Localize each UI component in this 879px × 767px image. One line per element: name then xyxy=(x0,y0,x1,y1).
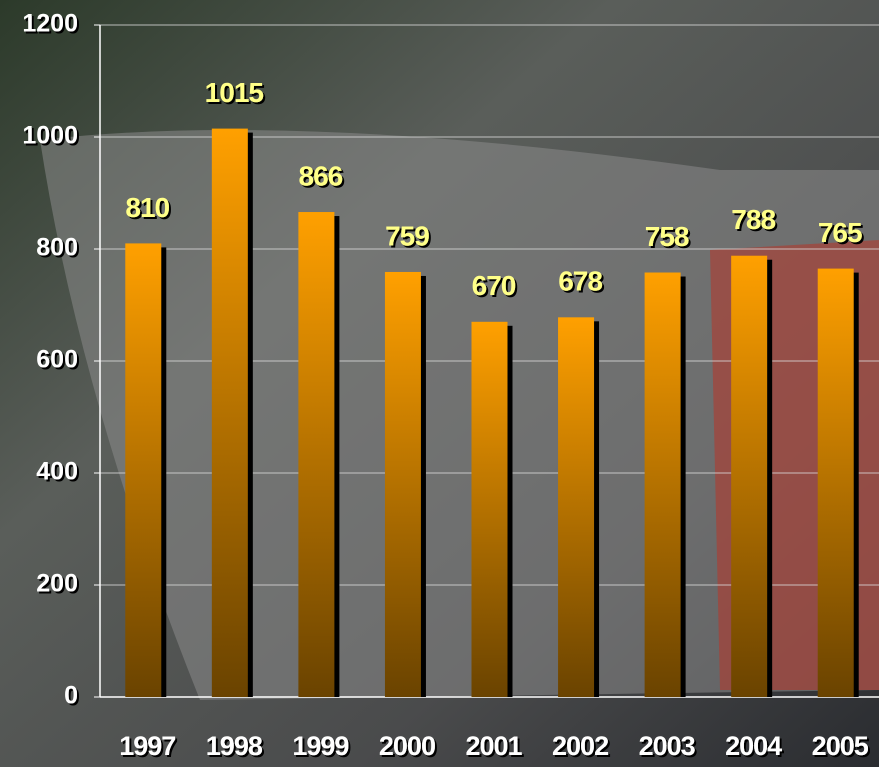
value-label: 678 xyxy=(558,266,602,297)
value-label: 866 xyxy=(299,160,343,191)
x-tick-label: 2003 xyxy=(639,731,696,761)
x-tick-label: 1998 xyxy=(206,731,263,761)
value-label: 758 xyxy=(645,221,689,252)
bar xyxy=(125,243,162,697)
x-tick-label: 2004 xyxy=(725,731,782,761)
y-tick-label: 1200 xyxy=(22,10,78,38)
x-tick-label: 2005 xyxy=(812,731,869,761)
bar xyxy=(558,317,595,697)
bar xyxy=(731,255,768,697)
x-tick-label: 2001 xyxy=(465,731,522,761)
y-tick-label: 800 xyxy=(36,234,78,262)
y-tick-label: 0 xyxy=(64,682,78,710)
bar xyxy=(211,128,248,698)
y-tick-label: 600 xyxy=(36,346,78,374)
value-label: 670 xyxy=(472,270,516,301)
y-tick-label: 400 xyxy=(36,458,78,486)
value-label: 1015 xyxy=(205,77,264,108)
value-label: 765 xyxy=(818,217,862,248)
bar xyxy=(644,272,681,697)
y-tick-label: 200 xyxy=(36,570,78,598)
value-label: 810 xyxy=(125,192,169,223)
y-tick-label: 1000 xyxy=(22,122,78,150)
x-tick-label: 2002 xyxy=(552,731,608,761)
x-tick-label: 2000 xyxy=(379,731,435,761)
bar xyxy=(384,271,421,697)
x-tick-label: 1999 xyxy=(292,731,349,761)
bar xyxy=(817,268,854,697)
value-label: 788 xyxy=(731,204,775,235)
bar xyxy=(471,321,508,697)
bar xyxy=(298,212,335,698)
x-tick-label: 1997 xyxy=(119,731,175,761)
value-label: 759 xyxy=(385,220,429,251)
